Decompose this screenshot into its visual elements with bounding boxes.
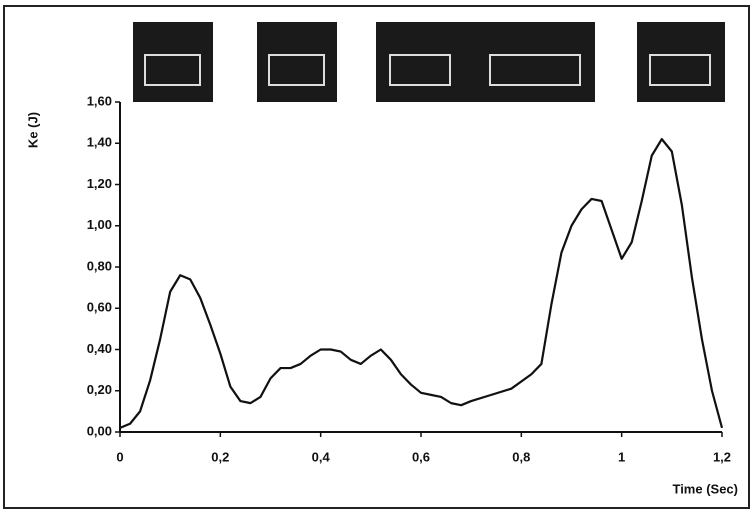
x-tick-label: 0,6 [412,449,430,464]
x-tick-label: 0,2 [211,449,229,464]
y-tick-label: 0,40 [87,341,112,356]
x-tick-label: 0,4 [312,449,331,464]
y-tick-label: 0,80 [87,258,112,273]
y-tick-label: 1,00 [87,217,112,232]
x-tick-label: 1,2 [713,449,731,464]
video-frame [470,22,595,102]
y-tick-label: 0,00 [87,423,112,438]
y-tick-label: 0,60 [87,300,112,315]
x-axis-label: Time (Sec) [672,481,738,496]
x-tick-label: 0 [116,449,123,464]
data-line [119,138,724,429]
video-frame [376,22,470,102]
y-tick-label: 0,20 [87,382,112,397]
y-tick-label: 1,20 [87,176,112,191]
frame-detail [144,54,711,86]
x-tick-label: 1 [618,449,625,464]
x-tick-label: 0,8 [512,449,530,464]
y-tick-label: 1,60 [87,93,112,108]
y-tick-label: 1,40 [87,135,112,150]
y-axis-label: Ke (J) [25,112,40,148]
